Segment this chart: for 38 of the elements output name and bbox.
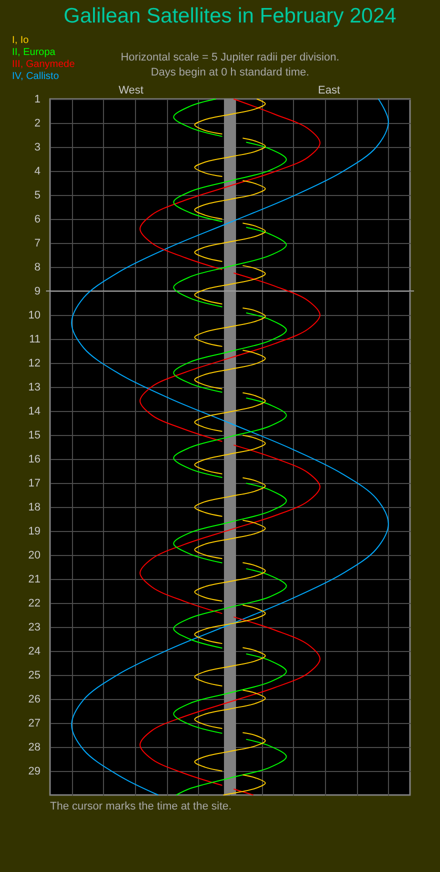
text: The cursor marks the time at the site. [50,800,232,812]
text: West [118,84,144,96]
y-tick-label: 7 [34,238,40,250]
chart-subtitle: Horizontal scale = 5 Jupiter radii per division. Days begin at 0 h standard time. [120,52,340,78]
y-tick-label: 29 [28,766,40,778]
text: IV, Callisto [12,71,60,82]
text: East [318,84,340,96]
y-tick-label: 11 [29,334,40,346]
y-tick-label: 23 [28,622,40,634]
text: II, Europa [12,47,56,58]
y-tick-label: 20 [28,550,40,562]
y-tick-label: 6 [34,214,40,226]
text: III, Ganymede [12,59,76,70]
y-tick-label: 28 [28,742,40,754]
y-tick-label: 26 [28,694,40,706]
y-tick-label: 3 [34,142,40,154]
y-tick-label: 2 [34,118,40,130]
y-tick-label: 17 [28,478,40,490]
text: I, Io [12,35,30,46]
y-tick-label: 5 [34,190,40,202]
y-tick-label: 14 [28,406,40,418]
y-tick-label: 8 [34,262,40,274]
y-tick-label: 16 [28,454,40,466]
y-tick-label: 21 [28,574,40,586]
y-tick-label: 25 [28,670,40,682]
y-tick-label: 12 [28,358,40,370]
y-tick-label: 1 [34,94,40,106]
y-tick-label: 22 [28,598,40,610]
chart-title: Galilean Satellites in February 2024 [64,4,397,28]
y-tick-label: 19 [28,526,40,538]
y-tick-label: 9 [34,286,40,298]
y-tick-label: 15 [28,430,40,442]
y-tick-label: 24 [28,646,40,658]
y-tick-label: 18 [28,502,40,514]
y-tick-label: 4 [34,166,40,178]
y-tick-label: 10 [28,310,40,322]
y-tick-label: 13 [28,382,40,394]
y-tick-label: 27 [28,718,40,730]
